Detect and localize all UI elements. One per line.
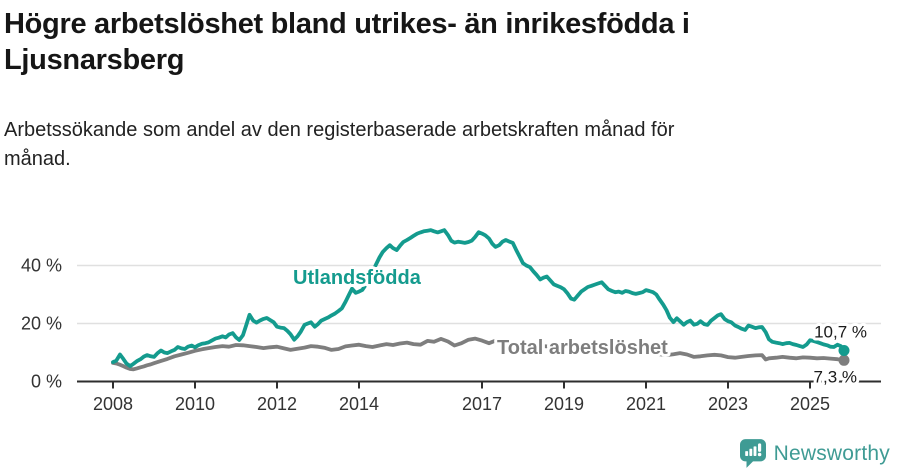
y-axis-label-40: 40 % <box>21 256 62 276</box>
series-end-dot-utlandsfodda <box>838 345 850 356</box>
x-axis-label-2019: 2019 <box>544 394 584 414</box>
title-line-1: Högre arbetslöshet bland utrikes- än inr… <box>4 8 690 40</box>
newsworthy-logo-icon <box>739 439 766 468</box>
x-axis-label-2017: 2017 <box>462 394 502 414</box>
subtitle-line-1: Arbetssökande som andel av den registerb… <box>4 119 675 141</box>
y-axis-label-20: 20 % <box>21 314 62 334</box>
footer-brand: Newsworthy <box>739 439 890 468</box>
series-label-utlandsfodda: Utlandsfödda <box>293 267 422 289</box>
x-axis-label-2025: 2025 <box>790 394 830 414</box>
series-line-total <box>111 336 846 372</box>
brand-name: Newsworthy <box>773 441 890 465</box>
x-axis-label-2023: 2023 <box>708 394 748 414</box>
series-label-total: Total arbetslöshet <box>497 337 668 359</box>
x-axis-label-2008: 2008 <box>93 394 133 414</box>
end-value-label-total: 7,3 % <box>814 367 857 386</box>
end-value-label-utlandsfodda: 10,7 % <box>814 323 867 342</box>
x-axis-label-2014: 2014 <box>339 394 379 414</box>
x-axis-label-2010: 2010 <box>175 394 215 414</box>
chart-subtitle: Arbetssökande som andel av den registerb… <box>4 116 844 174</box>
series-line-utlandsfodda <box>111 228 846 369</box>
x-axis-label-2021: 2021 <box>626 394 666 414</box>
line-chart: 0 % 20 % 40 % 2008 2010 2012 2014 2017 2019 2021 2… <box>21 228 881 414</box>
page-title: Högre arbetslöshet bland utrikes- än inr… <box>4 6 864 78</box>
series-end-dot-total <box>838 354 850 366</box>
y-axis-label-0: 0 % <box>31 372 62 392</box>
x-axis-label-2012: 2012 <box>257 394 297 414</box>
subtitle-line-2: månad. <box>4 148 71 170</box>
title-line-2: Ljusnarsberg <box>4 44 185 76</box>
